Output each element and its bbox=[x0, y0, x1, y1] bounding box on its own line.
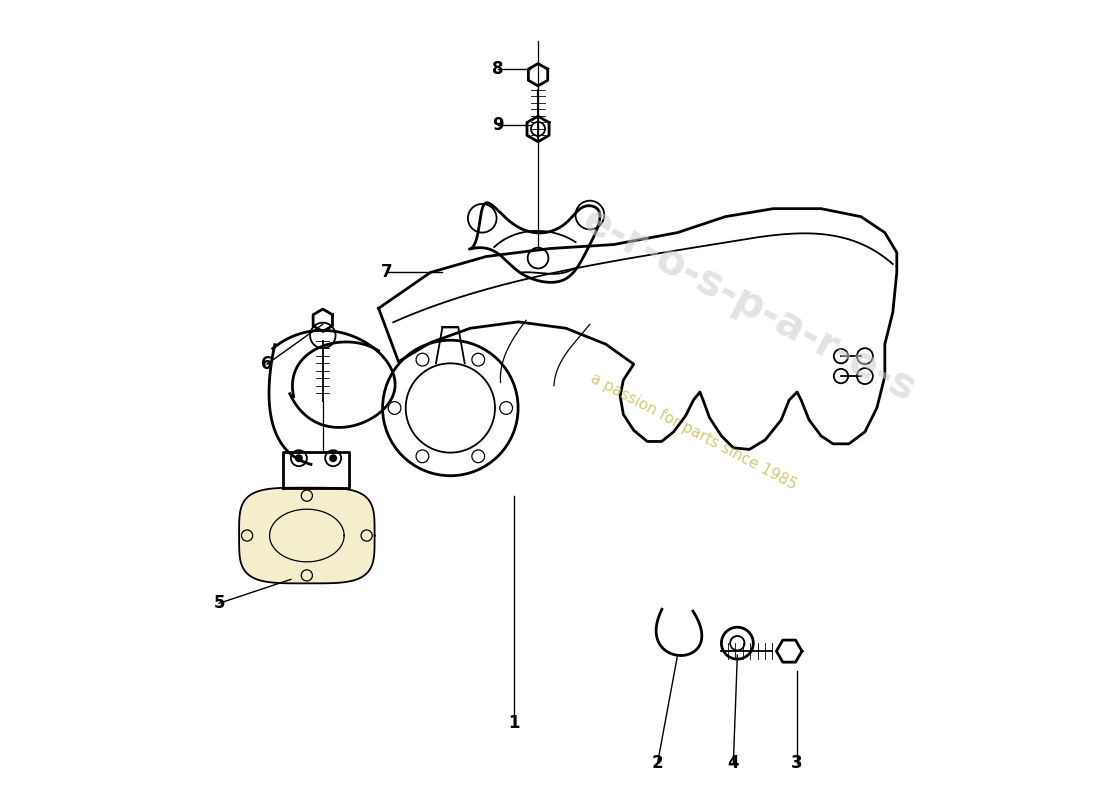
Text: 8: 8 bbox=[493, 60, 504, 78]
Text: 9: 9 bbox=[493, 116, 504, 134]
Circle shape bbox=[295, 454, 302, 462]
Text: 1: 1 bbox=[508, 714, 520, 732]
Text: 6: 6 bbox=[261, 355, 273, 373]
Polygon shape bbox=[239, 488, 375, 583]
Text: 7: 7 bbox=[381, 263, 393, 282]
Circle shape bbox=[329, 454, 337, 462]
Text: 5: 5 bbox=[213, 594, 224, 612]
Text: e-r-o-s-p-a-r-e-s: e-r-o-s-p-a-r-e-s bbox=[575, 198, 923, 410]
Text: 4: 4 bbox=[727, 754, 739, 772]
Text: 3: 3 bbox=[791, 754, 803, 772]
Text: 2: 2 bbox=[652, 754, 663, 772]
Text: a passion for parts since 1985: a passion for parts since 1985 bbox=[587, 371, 799, 493]
